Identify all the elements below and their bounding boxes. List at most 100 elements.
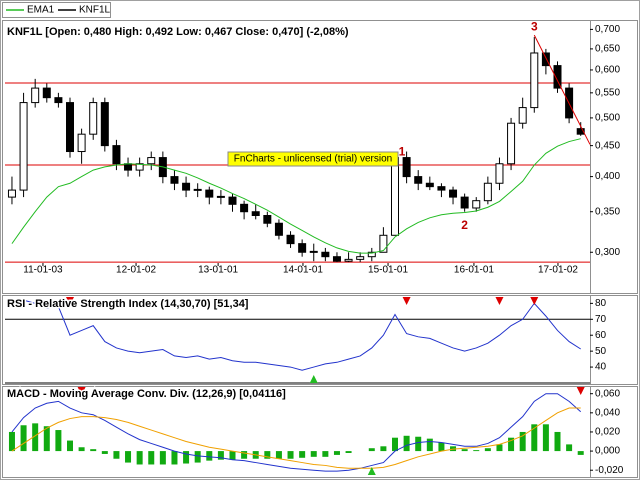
annotation: 1 xyxy=(399,144,406,158)
histogram-bar xyxy=(299,451,306,458)
sell-marker xyxy=(576,387,585,395)
candle-body xyxy=(240,203,249,213)
candle-body xyxy=(77,133,86,153)
candle-body xyxy=(263,215,272,224)
histogram-bar xyxy=(554,431,561,452)
candle-body xyxy=(414,176,423,184)
y-tick-label: -0,020 xyxy=(595,465,624,476)
sell-marker xyxy=(66,297,74,305)
macd-panel xyxy=(2,386,638,478)
candle-body xyxy=(31,87,40,104)
histogram-bar xyxy=(577,451,584,455)
histogram-bar xyxy=(217,451,224,460)
candle-body xyxy=(193,188,202,191)
histogram-bar xyxy=(67,440,73,452)
x-tick-label: 15-01-01 xyxy=(368,265,408,276)
histogram-bar xyxy=(275,451,282,459)
histogram-bar xyxy=(8,431,15,452)
candle-body xyxy=(298,243,307,253)
candle-body xyxy=(286,234,295,245)
candle-body xyxy=(19,102,28,191)
histogram-bar xyxy=(125,451,132,463)
sell-marker xyxy=(530,297,539,305)
candle-body xyxy=(541,52,550,67)
candle-body xyxy=(425,182,434,188)
histogram-bar xyxy=(519,431,526,452)
y-tick-label: 0,020 xyxy=(595,427,620,438)
legend-label: EMA1 xyxy=(27,5,55,16)
y-tick-label: 0,300 xyxy=(595,247,620,258)
panel-title: RSI - Relative Strength Index (14,30,70)… xyxy=(7,298,249,310)
candle-body xyxy=(553,65,562,89)
histogram-bar xyxy=(90,449,97,452)
y-tick-label: 0,600 xyxy=(595,65,620,76)
histogram-bar xyxy=(194,451,201,463)
sell-marker xyxy=(495,297,504,305)
buy-marker xyxy=(367,467,376,475)
histogram-bar xyxy=(473,450,480,452)
candle-body xyxy=(124,163,133,171)
histogram-bar xyxy=(403,435,410,452)
histogram-bar xyxy=(415,436,422,452)
y-tick-label: 0,450 xyxy=(595,140,620,151)
candle-body xyxy=(205,189,214,198)
trend-line xyxy=(533,34,591,145)
candle-body xyxy=(112,145,121,165)
candle-body xyxy=(89,102,98,135)
histogram-bar xyxy=(148,451,155,465)
histogram-bar xyxy=(426,438,433,452)
histogram-bar xyxy=(508,437,515,452)
candle-body xyxy=(379,234,388,253)
histogram-bar xyxy=(183,451,190,464)
candle-body xyxy=(472,200,481,209)
candle-body xyxy=(483,182,492,202)
y-tick-label: 0,500 xyxy=(595,113,620,124)
candle-body xyxy=(391,157,399,236)
candle-body xyxy=(402,157,411,178)
histogram-bar xyxy=(229,451,236,460)
histogram-bar xyxy=(310,451,317,457)
x-tick-label: 11-01-03 xyxy=(23,265,63,276)
candle-body xyxy=(449,189,458,198)
histogram-bar xyxy=(136,451,143,465)
histogram-bar xyxy=(438,442,445,452)
histogram-bar xyxy=(542,424,549,452)
x-tick-label: 12-01-02 xyxy=(116,265,156,276)
candle-body xyxy=(42,87,51,99)
y-tick-label: 70 xyxy=(595,314,607,325)
candle-body xyxy=(356,256,365,260)
candle-body xyxy=(460,196,469,209)
annotation: 2 xyxy=(461,218,468,232)
histogram-bar xyxy=(287,451,294,459)
candle-body xyxy=(576,128,585,135)
x-tick-label: 17-01-02 xyxy=(538,265,578,276)
panel-title: MACD - Moving Average Conv. Div. (12,26,… xyxy=(7,388,286,400)
panel-title: KNF1L [Open: 0,480 High: 0,492 Low: 0,46… xyxy=(7,26,349,38)
histogram-bar xyxy=(264,451,271,459)
y-tick-label: 0,700 xyxy=(595,24,620,35)
histogram-bar xyxy=(531,424,538,452)
candle-body xyxy=(66,102,74,153)
histogram-bar xyxy=(392,437,398,452)
histogram-bar xyxy=(32,423,39,452)
histogram-bar xyxy=(159,451,166,465)
y-tick-label: 50 xyxy=(595,346,607,357)
candle-body xyxy=(367,251,376,258)
indicator-line xyxy=(11,407,581,469)
annotation: 3 xyxy=(531,19,538,33)
histogram-bar xyxy=(496,444,503,452)
candle-body xyxy=(344,258,353,262)
candle-body xyxy=(321,251,330,258)
y-tick-label: 0,650 xyxy=(595,44,620,55)
indicator-line xyxy=(11,393,582,472)
y-tick-label: 80 xyxy=(595,298,607,309)
y-tick-label: 40 xyxy=(595,362,607,373)
legend-label: KNF1L xyxy=(79,5,111,16)
y-tick-label: 0,350 xyxy=(595,206,620,217)
histogram-bar xyxy=(20,425,27,452)
candle-body xyxy=(495,163,504,184)
candle-body xyxy=(7,189,16,198)
candle-body xyxy=(170,176,179,184)
